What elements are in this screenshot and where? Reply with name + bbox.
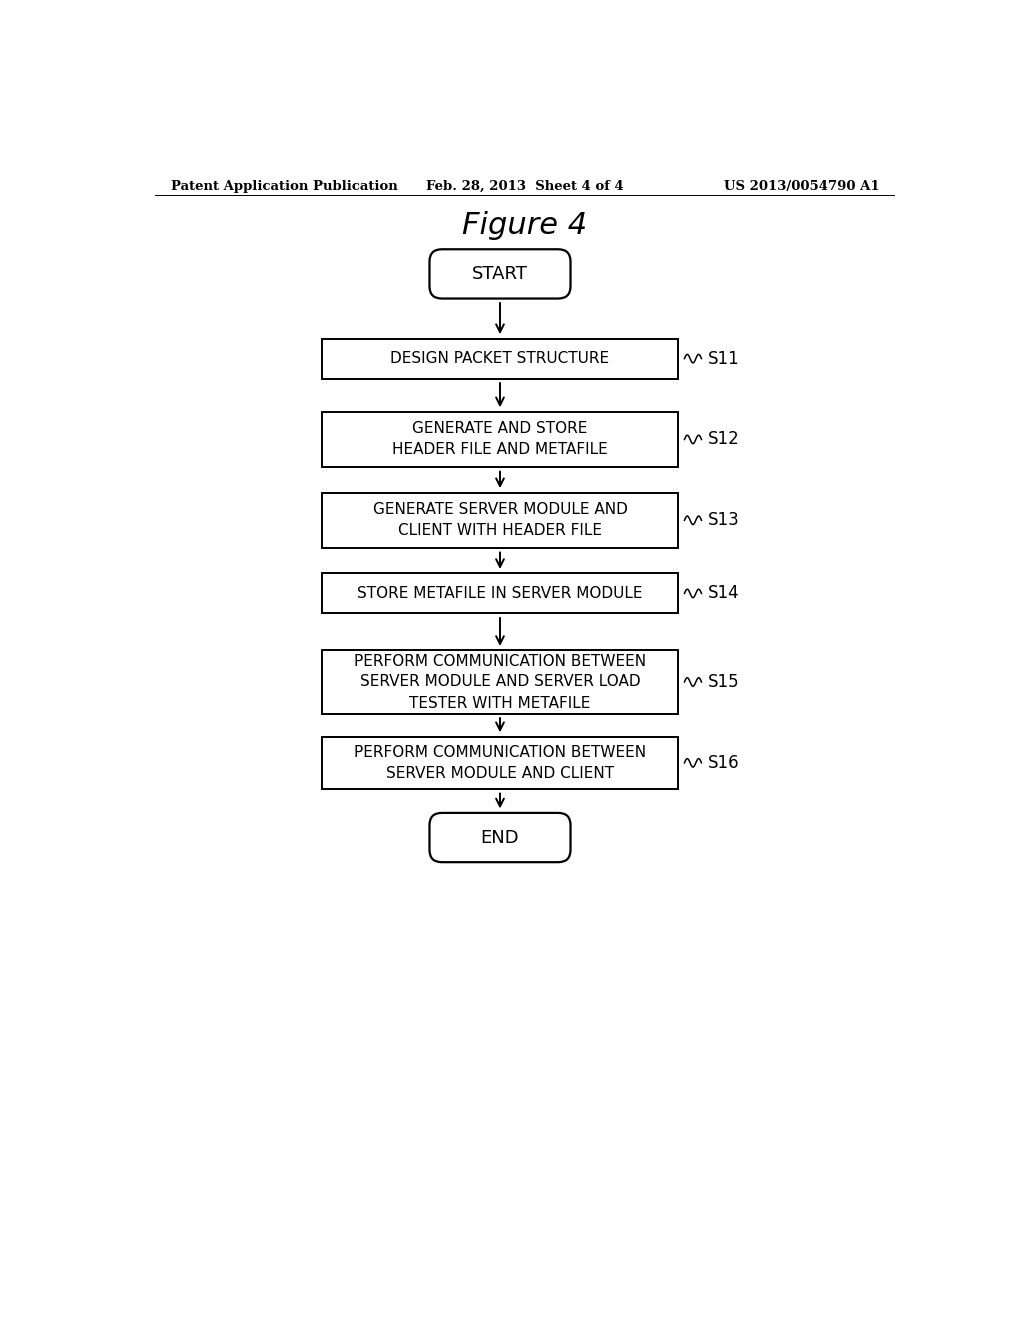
Text: Patent Application Publication: Patent Application Publication bbox=[171, 180, 397, 193]
Text: PERFORM COMMUNICATION BETWEEN
SERVER MODULE AND SERVER LOAD
TESTER WITH METAFILE: PERFORM COMMUNICATION BETWEEN SERVER MOD… bbox=[354, 653, 646, 710]
FancyBboxPatch shape bbox=[429, 813, 570, 862]
Text: GENERATE SERVER MODULE AND
CLIENT WITH HEADER FILE: GENERATE SERVER MODULE AND CLIENT WITH H… bbox=[373, 503, 628, 539]
FancyBboxPatch shape bbox=[322, 339, 678, 379]
Text: STORE METAFILE IN SERVER MODULE: STORE METAFILE IN SERVER MODULE bbox=[357, 586, 643, 601]
Text: GENERATE AND STORE
HEADER FILE AND METAFILE: GENERATE AND STORE HEADER FILE AND METAF… bbox=[392, 421, 608, 458]
Text: Feb. 28, 2013  Sheet 4 of 4: Feb. 28, 2013 Sheet 4 of 4 bbox=[426, 180, 624, 193]
FancyBboxPatch shape bbox=[322, 412, 678, 467]
Text: START: START bbox=[472, 265, 528, 282]
Text: S11: S11 bbox=[708, 350, 739, 367]
Text: S12: S12 bbox=[708, 430, 739, 449]
Text: S16: S16 bbox=[708, 754, 739, 772]
Text: S13: S13 bbox=[708, 511, 739, 529]
FancyBboxPatch shape bbox=[322, 651, 678, 714]
FancyBboxPatch shape bbox=[429, 249, 570, 298]
Text: DESIGN PACKET STRUCTURE: DESIGN PACKET STRUCTURE bbox=[390, 351, 609, 366]
Text: PERFORM COMMUNICATION BETWEEN
SERVER MODULE AND CLIENT: PERFORM COMMUNICATION BETWEEN SERVER MOD… bbox=[354, 744, 646, 781]
Text: US 2013/0054790 A1: US 2013/0054790 A1 bbox=[724, 180, 880, 193]
Text: S15: S15 bbox=[708, 673, 739, 690]
FancyBboxPatch shape bbox=[322, 573, 678, 614]
Text: END: END bbox=[480, 829, 519, 846]
Text: S14: S14 bbox=[708, 585, 739, 602]
FancyBboxPatch shape bbox=[322, 492, 678, 548]
FancyBboxPatch shape bbox=[322, 737, 678, 789]
Text: Figure 4: Figure 4 bbox=[462, 211, 588, 240]
